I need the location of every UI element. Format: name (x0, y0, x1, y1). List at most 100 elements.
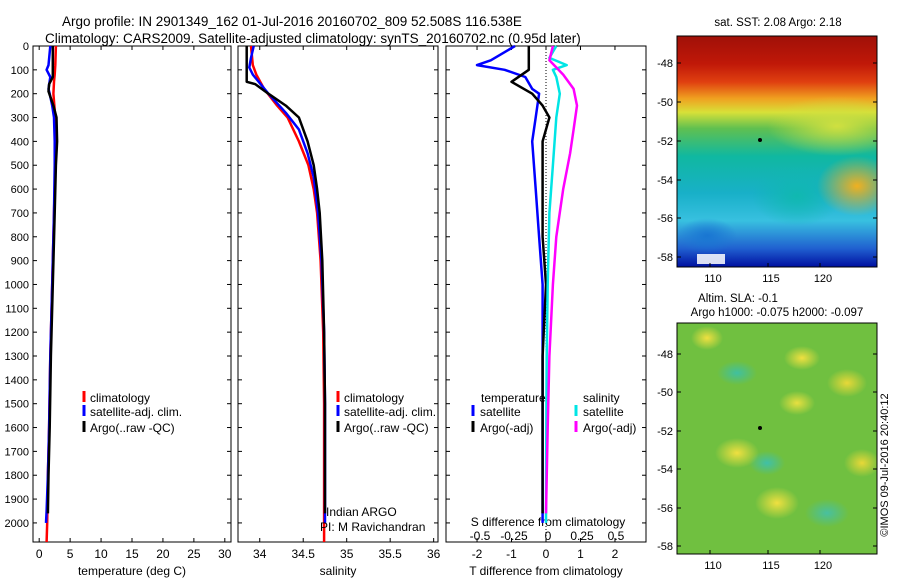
y-tick-label: 100 (11, 65, 29, 77)
x-axis-label: temperature (deg C) (78, 564, 186, 578)
y-tick-label: 600 (11, 184, 29, 196)
credit-label: ©IMOS 09-Jul-2016 20:40:12 (879, 393, 891, 536)
map-y-tick-label: -56 (657, 503, 673, 515)
legend-label: climatology (90, 391, 150, 405)
x-tick-label: -1 (506, 547, 517, 561)
x-tick-label: 15 (125, 547, 139, 561)
y-tick-label: 1600 (5, 423, 29, 435)
legend-label: Argo(..raw -QC) (90, 421, 175, 435)
map-y-tick-label: -58 (657, 541, 673, 553)
x-axis-label: T difference from climatology (469, 564, 623, 578)
map-x-tick-label: 115 (762, 273, 780, 285)
legend-label: satellite (480, 405, 521, 419)
series-line (510, 46, 551, 514)
x-tick-label: 25 (187, 547, 201, 561)
y-tick-label: 200 (11, 89, 29, 101)
y-tick-label: 300 (11, 113, 29, 125)
y-tick-label: 900 (11, 256, 29, 268)
y-tick-label: 700 (11, 208, 29, 220)
legend-header-temperature: temperature (481, 391, 546, 405)
top-tick-label: 0 (545, 529, 552, 543)
x-tick-label: 1 (577, 547, 584, 561)
top-tick-label: -0.25 (500, 529, 528, 543)
series-line (475, 44, 544, 523)
float-position-marker (758, 138, 762, 142)
x-tick-label: 0 (543, 547, 550, 561)
map-y-tick-label: -54 (657, 464, 673, 476)
y-tick-label: 1100 (5, 303, 29, 315)
sla-map-title-line1: Altim. SLA: -0.1 (698, 293, 778, 305)
map-frame (676, 35, 878, 268)
top-axis-label: S difference from climatology (471, 515, 626, 529)
map-y-tick-label: -52 (657, 426, 673, 438)
y-tick-label: 500 (11, 160, 29, 172)
plot-frame (32, 45, 232, 543)
map-y-tick-label: -48 (657, 349, 673, 361)
float-pi-label: PI: M Ravichandran (320, 520, 425, 534)
sst-map-image (677, 36, 877, 267)
x-axis-label: salinity (320, 564, 357, 578)
x-tick-label: 5 (67, 547, 74, 561)
y-tick-label: 1200 (5, 327, 29, 339)
y-tick-label: 1500 (5, 399, 29, 411)
figure-title-line2: Climatology: CARS2009. Satellite-adjuste… (45, 31, 581, 46)
y-tick-label: 1300 (5, 351, 29, 363)
x-tick-label: 10 (94, 547, 108, 561)
x-tick-label: 34.5 (292, 547, 316, 561)
map-y-tick-label: -54 (657, 175, 673, 187)
x-tick-label: 34 (253, 547, 267, 561)
x-tick-label: 0 (36, 547, 43, 561)
top-tick-label: -0.5 (470, 529, 491, 543)
series-line (544, 45, 579, 514)
series-line (249, 45, 326, 542)
map-y-tick-label: -52 (657, 136, 673, 148)
sla-map-image (677, 323, 877, 554)
legend-label: satellite-adj. clim. (344, 405, 436, 419)
y-tick-label: 1700 (5, 446, 29, 458)
map-x-tick-label: 120 (814, 273, 832, 285)
y-tick-label: 400 (11, 136, 29, 148)
y-tick-label: 1900 (5, 494, 29, 506)
legend-label: Argo(-adj) (480, 421, 533, 435)
y-tick-label: 1400 (5, 375, 29, 387)
legend-header-salinity: salinity (583, 391, 620, 405)
sst-map-coast-patch (697, 254, 725, 264)
map-y-tick-label: -48 (657, 58, 673, 70)
y-tick-label: 1800 (5, 470, 29, 482)
plot-frame (237, 45, 439, 543)
map-y-tick-label: -50 (657, 97, 673, 109)
legend-label: satellite-adj. clim. (90, 405, 182, 419)
map-frame (676, 322, 878, 555)
top-tick-label: 0.5 (608, 529, 625, 543)
map-y-tick-label: -58 (657, 252, 673, 264)
x-tick-label: 2 (612, 547, 619, 561)
y-tick-label: 2000 (5, 518, 29, 530)
map-x-tick-label: 110 (704, 273, 722, 285)
map-x-tick-label: 120 (814, 560, 832, 572)
series-line (46, 46, 59, 514)
map-x-tick-label: 110 (704, 560, 722, 572)
x-tick-label: 35 (340, 547, 354, 561)
legend-label: satellite (583, 405, 624, 419)
map-y-tick-label: -56 (657, 213, 673, 225)
x-tick-label: 36 (427, 547, 441, 561)
sst-map-title: sat. SST: 2.08 Argo: 2.18 (714, 17, 841, 29)
x-tick-label: 30 (218, 547, 232, 561)
legend-label: Argo(-adj) (583, 421, 636, 435)
float-owner-label: Indian ARGO (326, 505, 397, 519)
float-position-marker (758, 426, 762, 430)
figure-title-line1: Argo profile: IN 2901349_162 01-Jul-2016… (62, 14, 522, 29)
series-line (544, 45, 568, 523)
map-y-tick-label: -50 (657, 387, 673, 399)
top-tick-label: 0.25 (570, 529, 594, 543)
series-line (245, 46, 327, 514)
y-tick-label: 1000 (5, 279, 29, 291)
x-tick-label: 20 (156, 547, 170, 561)
x-tick-label: -2 (472, 547, 483, 561)
legend-label: climatology (344, 391, 404, 405)
sla-map-title-line2: Argo h1000: -0.075 h2000: -0.097 (691, 307, 864, 319)
map-x-tick-label: 115 (762, 560, 780, 572)
legend-label: Argo(..raw -QC) (344, 421, 429, 435)
x-tick-label: 35.5 (378, 547, 402, 561)
